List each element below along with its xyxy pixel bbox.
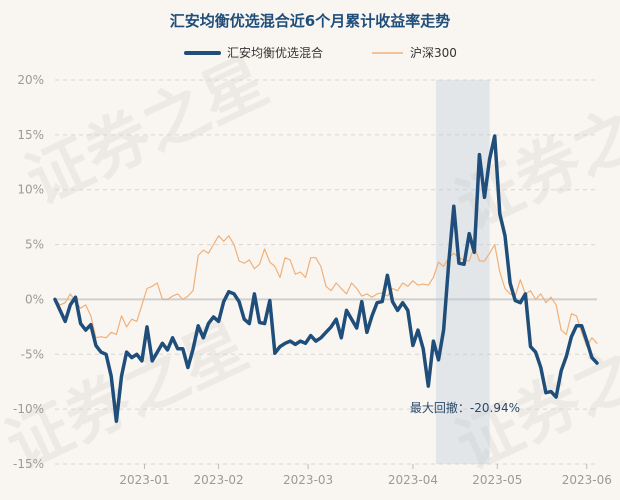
y-tick-label-4: 0%: [25, 292, 44, 306]
series-line-fund: [53, 134, 599, 423]
y-axis-ticks: 20% 15% 10% 5% 0% -5% -10% -15%: [13, 73, 44, 471]
y-tick-label-7: -15%: [13, 457, 44, 471]
max-drawdown-annotation: 最大回撤：-20.94%: [410, 400, 520, 415]
y-tick-label-5: -5%: [21, 347, 44, 361]
series-layer: [53, 134, 599, 423]
drawdown-shade: [435, 80, 490, 464]
watermark: 证券之星 证券之星 证券之星 证券之星: [0, 44, 620, 484]
y-tick-label-3: 5%: [25, 238, 44, 252]
x-tick-label-5: 2023-06: [562, 473, 612, 487]
y-tick-label-2: 10%: [17, 183, 44, 197]
x-tick-label-0: 2023-01: [119, 473, 169, 487]
x-tick-label-3: 2023-04: [388, 473, 438, 487]
x-tick-label-4: 2023-05: [472, 473, 522, 487]
x-axis-ticks: 2023-01 2023-02 2023-03 2023-04 2023-05 2023-…: [119, 464, 612, 487]
y-tick-label-6: -10%: [13, 402, 44, 416]
x-tick-label-1: 2023-02: [194, 473, 244, 487]
y-tick-label-0: 20%: [17, 73, 44, 87]
x-tick-label-2: 2023-03: [283, 473, 333, 487]
series-line-index: [54, 235, 598, 348]
legend: 汇安均衡优选混合 沪深300: [184, 45, 457, 60]
legend-label-index: 沪深300: [410, 46, 457, 60]
chart-title: 汇安均衡优选混合近6个月累计收益率走势: [170, 12, 450, 30]
drawdown-region: [435, 80, 490, 464]
y-tick-label-1: 15%: [17, 128, 44, 142]
legend-label-fund: 汇安均衡优选混合: [227, 45, 323, 60]
watermark-text-1: 证券之星: [15, 44, 278, 219]
